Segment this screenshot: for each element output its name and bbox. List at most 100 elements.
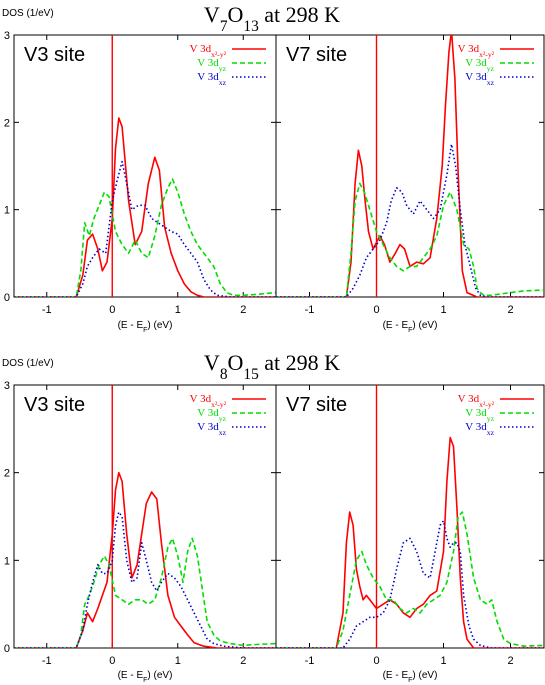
x-tick-label: -1 [305, 304, 315, 316]
text-span: ) (eV) [412, 670, 437, 681]
legend-entry: V 3dyz [465, 57, 494, 73]
subscript-text: F [408, 327, 412, 334]
subscript-text: x²-y² [479, 50, 495, 59]
text-span: V 3d [458, 43, 480, 55]
text-span: V 3d [465, 421, 487, 433]
subscript-text: 7 [220, 18, 228, 35]
text-span: (E - E [383, 670, 409, 681]
text-span: (E - E [118, 320, 144, 331]
x-tick-label: -1 [305, 655, 315, 667]
y-tick-label: 1 [4, 205, 10, 217]
text-span: at 298 K [259, 350, 340, 375]
subscript-text: xz [487, 78, 495, 87]
legend-entry: V 3dx²-y² [458, 393, 495, 409]
series-line-dxz [276, 520, 544, 648]
x-tick-label: 2 [507, 655, 513, 667]
subscript-text: F [143, 677, 147, 684]
x-tick-label: 0 [109, 304, 115, 316]
figure-2: V8O15 at 298 K DOS (1/eV) -1 0 1 2 0 1 2 3 V3 site… [2, 350, 545, 684]
subscript-text: xz [219, 78, 227, 87]
x-tick-label: 1 [440, 304, 446, 316]
text-span: V 3d [458, 393, 480, 405]
series-line-dyz [276, 182, 544, 297]
text-span: V 3d [197, 407, 219, 419]
text-span: V 3d [465, 407, 487, 419]
y-tick-label: 3 [4, 30, 10, 42]
x-axis-label: (E - EF) (eV) [383, 320, 438, 334]
x-tick-label: 0 [373, 304, 379, 316]
text-span: V 3d [465, 57, 487, 69]
legend-entry: V 3dyz [465, 407, 494, 423]
y-tick-label: 3 [4, 380, 10, 392]
x-tick-label: 1 [440, 655, 446, 667]
subscript-text: x²-y² [211, 50, 227, 59]
subscript-text: yz [219, 414, 227, 423]
subscript-text: xz [219, 428, 227, 437]
subscript-text: 8 [220, 366, 228, 383]
x-tick-label: -1 [42, 304, 52, 316]
y-axis-label: DOS (1/eV) [2, 8, 54, 19]
x-tick-label: 0 [109, 655, 115, 667]
y-tick-label: 2 [4, 117, 10, 129]
subscript-text: F [143, 327, 147, 334]
x-tick-label: 1 [175, 304, 181, 316]
site-label: V3 site [24, 44, 85, 66]
plot-frame [275, 384, 545, 649]
site-label: V3 site [24, 394, 85, 416]
figure-1: V7O13 at 298 K DOS (1/eV) -1 0 1 2 0 1 2 3 V3 site… [2, 2, 545, 334]
x-tick-label: 1 [175, 655, 181, 667]
subscript-text: x²-y² [211, 400, 227, 409]
x-axis-label: (E - EF) (eV) [383, 670, 438, 684]
text-span: V 3d [197, 57, 219, 69]
y-tick-label: 1 [4, 555, 10, 567]
text-span: ) (eV) [147, 670, 172, 681]
x-tick-label: 2 [240, 304, 246, 316]
series-line-dxz [14, 160, 276, 297]
series-line-dx2y2 [14, 117, 276, 297]
subscript-text: x²-y² [479, 400, 495, 409]
legend-entry: V 3dxz [465, 71, 494, 87]
text-span: (E - E [383, 320, 409, 331]
subscript-text: yz [487, 414, 495, 423]
legend-entry: V 3dyz [197, 57, 226, 73]
subscript-text: F [408, 677, 412, 684]
subscript-text: 13 [243, 18, 259, 35]
y-tick-label: 2 [4, 468, 10, 480]
site-label: V7 site [286, 44, 347, 66]
y-tick-label: 0 [4, 292, 10, 304]
subscript-text: xz [487, 428, 495, 437]
legend-entry: V 3dx²-y² [190, 393, 227, 409]
series-line-dx2y2 [276, 436, 544, 648]
site-label: V7 site [286, 394, 347, 416]
text-span: V 3d [190, 393, 212, 405]
subscript-text: 15 [243, 366, 259, 383]
series-line-dyz [14, 537, 276, 648]
text-span: ) (eV) [147, 320, 172, 331]
text-span: V [204, 350, 220, 375]
y-axis-label: DOS (1/eV) [2, 358, 54, 369]
x-axis-label: (E - EF) (eV) [118, 320, 173, 334]
series-line-dyz [14, 178, 276, 297]
text-span: at 298 K [259, 2, 340, 27]
x-axis-label: (E - EF) (eV) [118, 670, 173, 684]
text-span: V 3d [465, 71, 487, 83]
subscript-text: yz [487, 64, 495, 73]
text-span: (E - E [118, 670, 144, 681]
legend-entry: V 3dxz [465, 421, 494, 437]
legend-entry: V 3dxz [197, 71, 226, 87]
text-span: O [228, 2, 244, 27]
legend-entry: V 3dx²-y² [190, 43, 227, 59]
plot-frame [275, 34, 545, 298]
text-span: V 3d [197, 71, 219, 83]
series-line-dxz [276, 143, 544, 297]
plot-frame [13, 34, 277, 298]
